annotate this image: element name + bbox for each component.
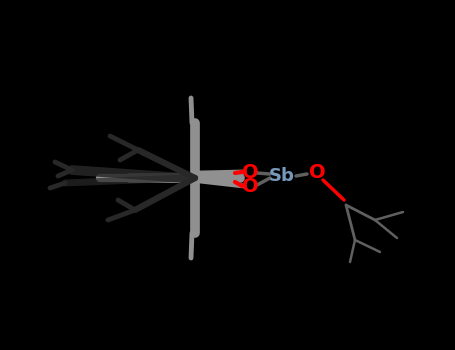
Text: O: O xyxy=(242,176,258,196)
Text: O: O xyxy=(308,163,325,182)
Text: Sb: Sb xyxy=(269,167,295,185)
Text: O: O xyxy=(242,162,258,182)
